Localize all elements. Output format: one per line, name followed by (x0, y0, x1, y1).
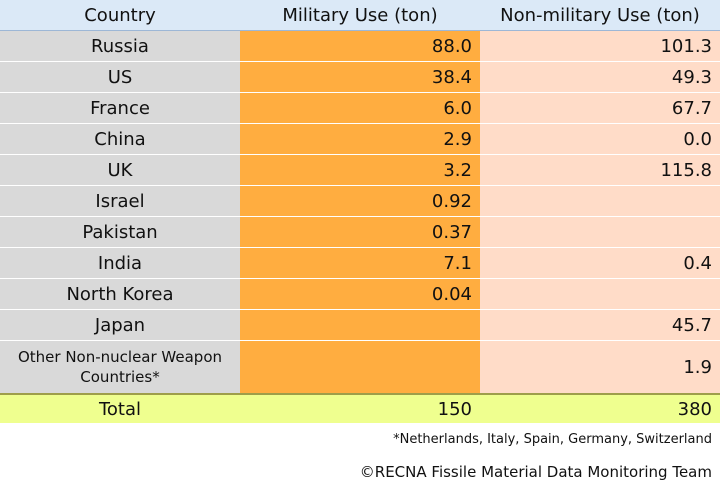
country-cell: France (0, 92, 240, 124)
country-cell: Israel (0, 185, 240, 217)
table-row: France 6.0 67.7 (0, 92, 720, 124)
total-nonmilitary: 380 (480, 393, 720, 423)
nonmilitary-cell: 49.3 (480, 61, 720, 93)
military-cell (240, 340, 480, 395)
table-row: North Korea 0.04 (0, 278, 720, 310)
nonmilitary-cell: 67.7 (480, 92, 720, 124)
country-cell: Russia (0, 30, 240, 62)
military-cell (240, 309, 480, 341)
header-military: Military Use (ton) (240, 0, 480, 31)
nonmilitary-cell (480, 278, 720, 310)
country-cell: US (0, 61, 240, 93)
nonmilitary-cell (480, 185, 720, 217)
nonmilitary-cell (480, 216, 720, 248)
header-row: Country Military Use (ton) Non-military … (0, 0, 720, 31)
country-cell: Japan (0, 309, 240, 341)
nonmilitary-cell: 0.0 (480, 123, 720, 155)
military-cell: 6.0 (240, 92, 480, 124)
military-cell: 38.4 (240, 61, 480, 93)
table-row: Russia 88.0 101.3 (0, 30, 720, 62)
table-row: Pakistan 0.37 (0, 216, 720, 248)
header-country: Country (0, 0, 240, 31)
nonmilitary-cell: 101.3 (480, 30, 720, 62)
table-row: Other Non-nuclear Weapon Countries* 1.9 (0, 340, 720, 395)
table-row: UK 3.2 115.8 (0, 154, 720, 186)
nonmilitary-cell: 115.8 (480, 154, 720, 186)
nonmilitary-cell: 0.4 (480, 247, 720, 279)
table-row: China 2.9 0.0 (0, 123, 720, 155)
credit: ©RECNA Fissile Material Data Monitoring … (359, 463, 712, 481)
country-cell: North Korea (0, 278, 240, 310)
country-cell: India (0, 247, 240, 279)
country-cell: UK (0, 154, 240, 186)
military-cell: 2.9 (240, 123, 480, 155)
military-cell: 0.37 (240, 216, 480, 248)
header-nonmilitary: Non-military Use (ton) (480, 0, 720, 31)
nonmilitary-cell: 1.9 (480, 340, 720, 395)
country-cell: China (0, 123, 240, 155)
country-cell: Other Non-nuclear Weapon Countries* (0, 340, 240, 395)
total-row: Total 150 380 (0, 393, 720, 423)
military-cell: 0.92 (240, 185, 480, 217)
total-label: Total (0, 393, 240, 423)
table-row: India 7.1 0.4 (0, 247, 720, 279)
military-cell: 3.2 (240, 154, 480, 186)
table-row: US 38.4 49.3 (0, 61, 720, 93)
table-row: Japan 45.7 (0, 309, 720, 341)
country-cell: Pakistan (0, 216, 240, 248)
nonmilitary-cell: 45.7 (480, 309, 720, 341)
military-cell: 88.0 (240, 30, 480, 62)
footnote: *Netherlands, Italy, Spain, Germany, Swi… (393, 432, 712, 447)
fissile-material-table: Country Military Use (ton) Non-military … (0, 0, 720, 423)
total-military: 150 (240, 393, 480, 423)
table-row: Israel 0.92 (0, 185, 720, 217)
military-cell: 7.1 (240, 247, 480, 279)
military-cell: 0.04 (240, 278, 480, 310)
